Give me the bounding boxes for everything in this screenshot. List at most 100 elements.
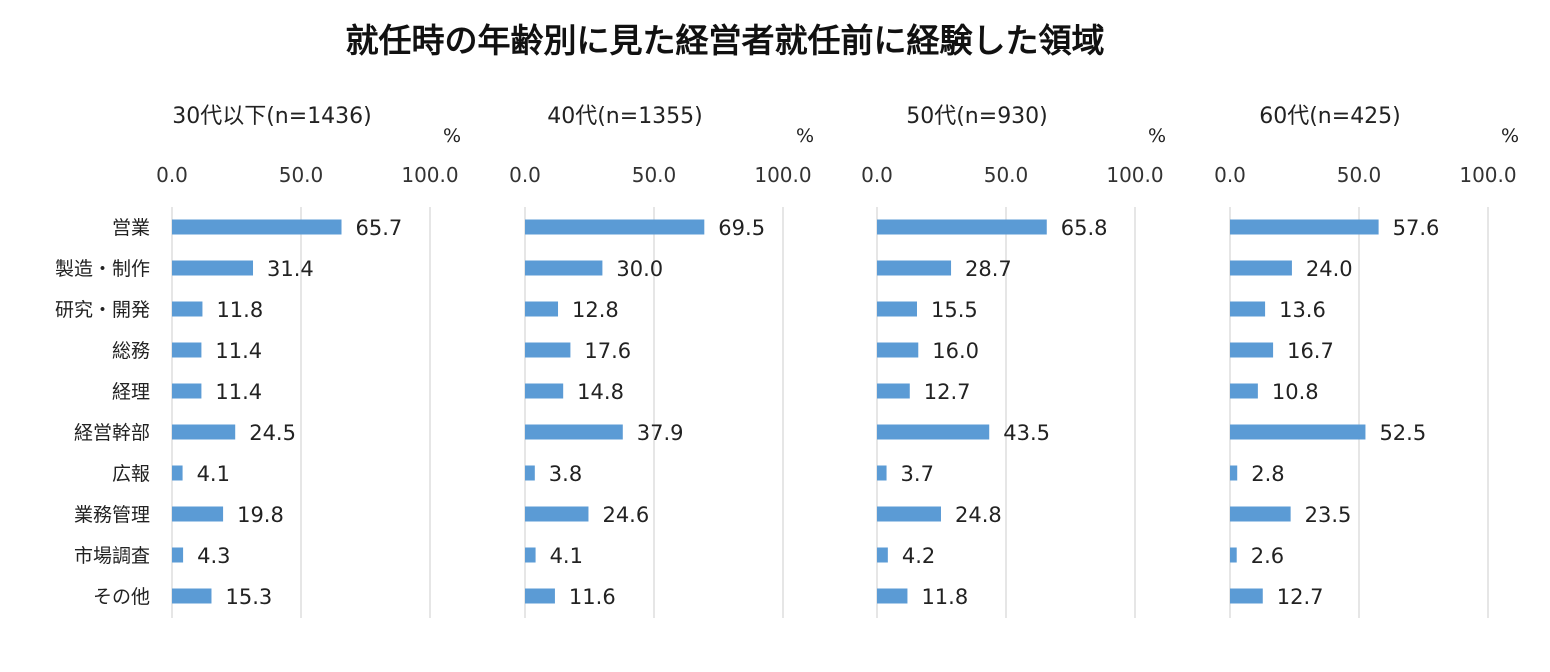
data-label: 65.8	[1061, 216, 1108, 240]
data-label: 24.5	[249, 421, 296, 445]
tick-label: 0.0	[1214, 163, 1246, 187]
bar	[1230, 547, 1237, 563]
data-label: 12.7	[924, 380, 971, 404]
bar	[525, 506, 589, 522]
category-label: 研究・開発	[55, 299, 150, 321]
data-label: 65.7	[356, 216, 403, 240]
data-label: 28.7	[965, 257, 1012, 281]
bar	[525, 219, 705, 235]
data-label: 24.0	[1306, 257, 1353, 281]
data-label: 69.5	[718, 216, 765, 240]
data-label: 37.9	[637, 421, 684, 445]
bar	[1230, 260, 1292, 276]
tick-label: 0.0	[861, 163, 893, 187]
data-label: 10.8	[1272, 380, 1319, 404]
bar	[172, 383, 202, 399]
data-label: 3.7	[901, 462, 934, 486]
panel-title: 50代(n=930)	[906, 104, 1048, 129]
bar	[1230, 219, 1379, 235]
data-label: 23.5	[1305, 503, 1352, 527]
data-label: 16.0	[932, 339, 979, 363]
category-label: 広報	[112, 463, 150, 485]
category-label: その他	[93, 586, 150, 608]
tick-label: 50.0	[1337, 163, 1382, 187]
bar	[172, 506, 224, 522]
tick-label: 100.0	[1106, 163, 1163, 187]
bar	[172, 588, 212, 604]
category-label: 経理	[112, 381, 150, 403]
data-label: 3.8	[549, 462, 582, 486]
data-label: 13.6	[1279, 298, 1326, 322]
data-label: 11.4	[215, 339, 262, 363]
data-label: 30.0	[616, 257, 663, 281]
data-label: 16.7	[1287, 339, 1334, 363]
bar	[172, 424, 236, 440]
data-label: 15.5	[931, 298, 978, 322]
category-label: 総務	[112, 340, 150, 362]
data-label: 24.6	[602, 503, 649, 527]
data-label: 11.8	[921, 585, 968, 609]
data-label: 11.4	[215, 380, 262, 404]
data-label: 24.8	[955, 503, 1002, 527]
data-label: 4.1	[550, 544, 583, 568]
data-label: 11.8	[216, 298, 263, 322]
bar	[172, 301, 203, 317]
bar	[877, 547, 888, 563]
data-label: 14.8	[577, 380, 624, 404]
data-label: 12.8	[572, 298, 619, 322]
bar	[525, 260, 603, 276]
data-label: 17.6	[584, 339, 631, 363]
category-label: 業務管理	[74, 504, 150, 526]
bar	[877, 260, 952, 276]
bar	[1230, 301, 1266, 317]
bar	[877, 424, 990, 440]
bar	[172, 260, 254, 276]
data-label: 19.8	[237, 503, 284, 527]
bar	[525, 465, 535, 481]
data-label: 2.6	[1251, 544, 1284, 568]
bar	[525, 383, 564, 399]
panel-title: 30代以下(n=1436)	[172, 104, 372, 129]
data-label: 31.4	[267, 257, 314, 281]
bar	[1230, 383, 1258, 399]
bar	[525, 547, 536, 563]
bar	[172, 342, 202, 358]
bar	[1230, 465, 1238, 481]
data-label: 52.5	[1379, 421, 1426, 445]
bar	[1230, 424, 1366, 440]
bar	[877, 383, 910, 399]
tick-label: 50.0	[984, 163, 1029, 187]
data-label: 4.2	[902, 544, 935, 568]
data-label: 43.5	[1003, 421, 1050, 445]
bar	[1230, 588, 1263, 604]
unit-label: %	[796, 125, 814, 147]
panel-title: 40代(n=1355)	[547, 104, 703, 129]
unit-label: %	[443, 125, 461, 147]
bar	[525, 301, 559, 317]
tick-label: 100.0	[1459, 163, 1516, 187]
unit-label: %	[1148, 125, 1166, 147]
bar	[1230, 342, 1274, 358]
bar	[877, 219, 1047, 235]
bar	[525, 424, 623, 440]
panel-title: 60代(n=425)	[1259, 104, 1401, 129]
unit-label: %	[1501, 125, 1519, 147]
chart-title: 就任時の年齢別に見た経営者就任前に経験した領域	[345, 21, 1105, 60]
tick-label: 50.0	[279, 163, 324, 187]
tick-label: 100.0	[754, 163, 811, 187]
bar	[172, 465, 183, 481]
bar	[877, 465, 887, 481]
bar	[1230, 506, 1291, 522]
data-label: 57.6	[1393, 216, 1440, 240]
data-label: 4.3	[197, 544, 230, 568]
bar	[525, 342, 571, 358]
data-label: 12.7	[1277, 585, 1324, 609]
tick-label: 100.0	[401, 163, 458, 187]
category-label: 営業	[112, 217, 150, 239]
category-label: 経営幹部	[74, 422, 150, 444]
bar	[525, 588, 555, 604]
bar	[877, 342, 919, 358]
bar	[172, 219, 342, 235]
bar	[877, 301, 917, 317]
